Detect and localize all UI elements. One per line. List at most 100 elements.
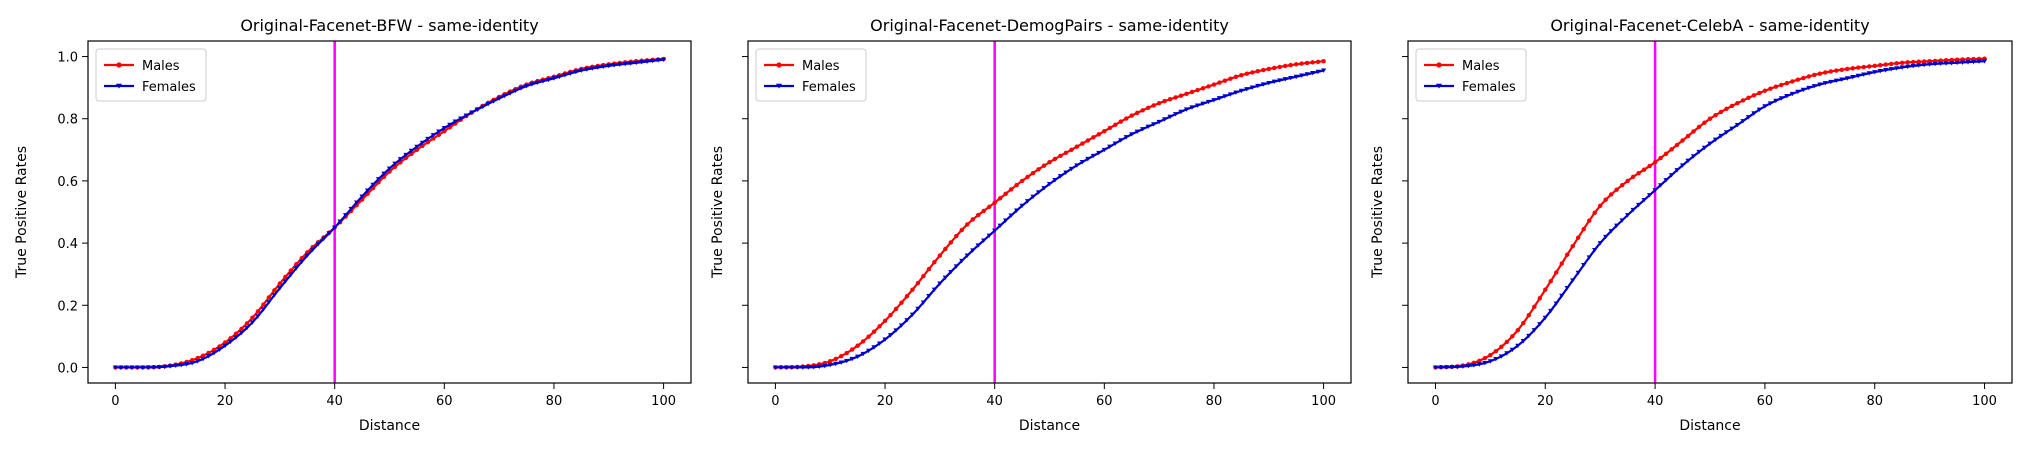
data-point bbox=[1828, 79, 1834, 85]
data-point bbox=[1921, 62, 1927, 68]
data-point bbox=[211, 350, 217, 356]
data-point bbox=[156, 365, 162, 370]
data-point bbox=[1641, 167, 1647, 172]
data-point bbox=[772, 365, 779, 370]
data-point bbox=[838, 360, 844, 365]
data-point bbox=[600, 64, 606, 70]
data-point bbox=[1565, 252, 1570, 257]
chart-title: Original-Facenet-CelebA - same-identity bbox=[1550, 16, 1869, 35]
data-point bbox=[650, 58, 656, 64]
data-point bbox=[162, 364, 168, 370]
data-point bbox=[899, 300, 904, 305]
data-point bbox=[1030, 194, 1036, 200]
data-point bbox=[943, 246, 948, 252]
data-point bbox=[408, 148, 415, 154]
x-tick-label: 40 bbox=[986, 394, 1003, 409]
x-tick-label: 60 bbox=[436, 394, 453, 409]
data-point bbox=[1850, 75, 1856, 80]
data-point bbox=[1288, 62, 1293, 68]
data-point bbox=[1669, 147, 1674, 152]
data-point bbox=[1515, 343, 1521, 349]
data-point bbox=[1899, 60, 1905, 65]
data-point bbox=[1768, 86, 1773, 91]
data-point bbox=[1063, 170, 1069, 175]
data-point bbox=[871, 345, 877, 350]
data-point bbox=[442, 128, 447, 134]
data-point bbox=[882, 318, 888, 324]
data-point bbox=[1751, 111, 1757, 116]
data-point bbox=[1542, 315, 1548, 321]
data-point bbox=[1172, 112, 1179, 117]
data-point bbox=[1183, 107, 1190, 112]
data-point bbox=[1526, 313, 1532, 318]
data-point bbox=[1074, 163, 1080, 168]
data-point bbox=[255, 309, 261, 314]
data-point bbox=[1685, 133, 1691, 139]
x-tick-label: 80 bbox=[1206, 394, 1223, 409]
data-point bbox=[904, 294, 910, 299]
data-point bbox=[1586, 255, 1592, 260]
data-point bbox=[1036, 167, 1041, 172]
data-point bbox=[1570, 244, 1575, 249]
data-point bbox=[1014, 182, 1019, 188]
data-point bbox=[1216, 96, 1223, 101]
data-point bbox=[1812, 72, 1817, 78]
data-point bbox=[1194, 103, 1201, 108]
data-point bbox=[1145, 124, 1151, 130]
legend-label-males: Males bbox=[142, 59, 180, 74]
data-point bbox=[1134, 129, 1140, 134]
legend: Males Females bbox=[95, 48, 207, 102]
data-point bbox=[1916, 59, 1921, 64]
data-point bbox=[1625, 213, 1631, 218]
data-point bbox=[556, 74, 563, 80]
data-point bbox=[1877, 69, 1883, 74]
legend-box bbox=[95, 48, 207, 102]
y-axis-label: True Positive Rates bbox=[1370, 146, 1386, 279]
data-point bbox=[1954, 57, 1960, 62]
data-point bbox=[206, 350, 211, 356]
data-point bbox=[1636, 170, 1641, 176]
data-point bbox=[1949, 57, 1954, 63]
data-point bbox=[1217, 80, 1222, 85]
data-point bbox=[948, 269, 954, 275]
data-point bbox=[1899, 65, 1905, 70]
data-point bbox=[1543, 287, 1548, 292]
data-point bbox=[1189, 89, 1195, 95]
data-point bbox=[1085, 138, 1091, 143]
data-point bbox=[260, 307, 267, 312]
data-point bbox=[1757, 90, 1762, 96]
data-point bbox=[1981, 59, 1988, 64]
data-point bbox=[1035, 190, 1042, 195]
data-point bbox=[1118, 138, 1124, 143]
data-point bbox=[1189, 105, 1195, 110]
data-point bbox=[529, 82, 535, 87]
data-point bbox=[1921, 59, 1927, 64]
data-point bbox=[606, 63, 612, 69]
data-point bbox=[997, 223, 1003, 229]
data-point bbox=[1096, 132, 1102, 137]
data-point bbox=[250, 315, 255, 320]
data-point bbox=[1057, 174, 1064, 179]
data-point bbox=[1795, 89, 1801, 95]
data-point bbox=[1531, 328, 1537, 333]
data-point bbox=[1647, 163, 1652, 169]
data-point bbox=[1493, 349, 1499, 354]
data-point bbox=[1277, 64, 1282, 70]
data-point bbox=[436, 132, 442, 138]
data-point bbox=[299, 259, 305, 265]
legend-marker bbox=[1436, 83, 1442, 89]
data-point bbox=[1304, 60, 1310, 66]
data-point bbox=[1162, 98, 1167, 104]
data-point bbox=[1504, 351, 1510, 356]
data-point bbox=[1668, 173, 1675, 178]
data-point bbox=[216, 347, 223, 352]
data-point bbox=[1976, 59, 1982, 64]
data-point bbox=[206, 354, 212, 359]
data-point bbox=[794, 365, 800, 370]
data-point bbox=[1938, 61, 1944, 66]
data-point bbox=[244, 321, 250, 326]
data-point bbox=[926, 266, 932, 272]
data-point bbox=[1107, 144, 1113, 150]
data-point bbox=[860, 351, 866, 357]
data-point bbox=[1762, 104, 1768, 109]
